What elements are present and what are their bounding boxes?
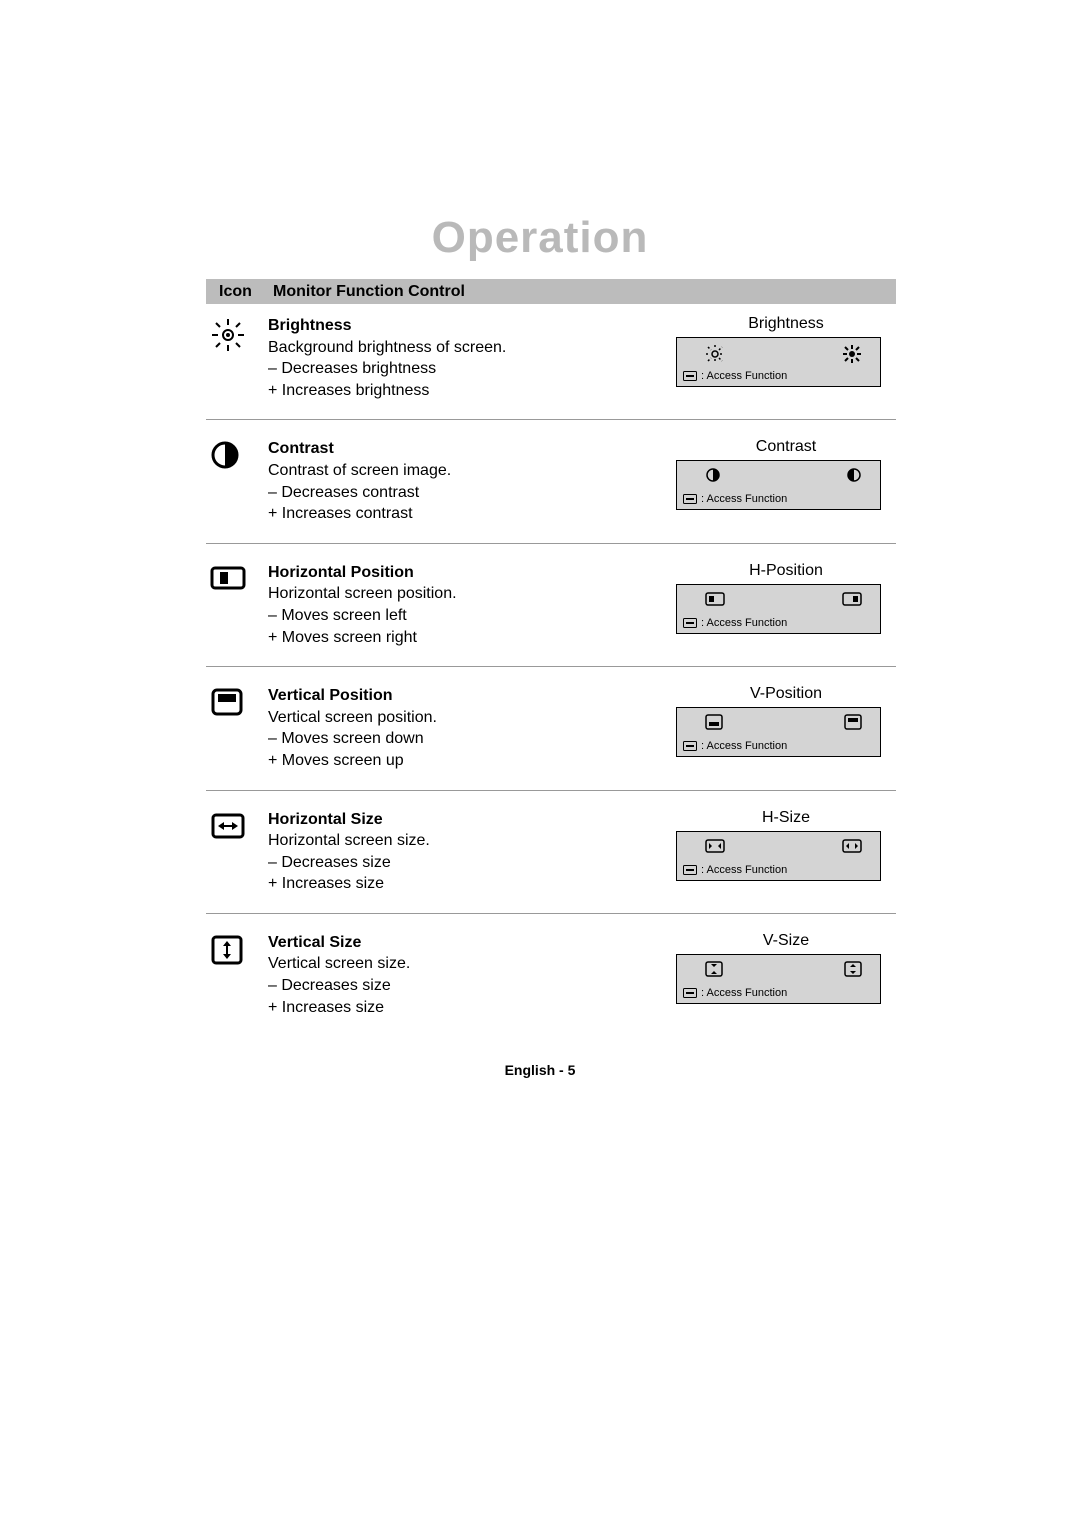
v-size-grow-icon [844,961,862,977]
h-pos-right-icon [842,591,862,607]
osd-box: : Access Function [676,584,881,634]
v-size-icon [206,932,268,1018]
brightness-high-icon [842,344,862,364]
row-body: Vertical screen position. [268,707,548,729]
table-row: Contrast Contrast of screen image. – Dec… [206,438,896,543]
content-table: Brightness Background brightness of scre… [206,315,896,1054]
row-minus: – Moves screen left [268,605,548,627]
osd-footer: : Access Function [683,370,787,382]
osd-footer: : Access Function [683,493,787,505]
v-size-shrink-icon [705,961,723,977]
row-title: Brightness [268,315,548,337]
row-plus: + Moves screen up [268,750,548,772]
row-title: Vertical Position [268,685,548,707]
osd-box: : Access Function [676,707,881,757]
osd-label: V-Size [676,932,896,950]
row-title: Contrast [268,438,548,460]
row-body: Contrast of screen image. [268,460,548,482]
table-header: Icon Monitor Function Control [206,279,896,304]
v-position-icon [206,685,268,771]
row-minus: – Decreases contrast [268,482,548,504]
osd-label: Contrast [676,438,896,456]
osd-box: : Access Function [676,831,881,881]
row-body: Horizontal screen position. [268,583,548,605]
osd-label: H-Position [676,562,896,580]
osd-footer: : Access Function [683,740,787,752]
row-body: Horizontal screen size. [268,830,548,852]
header-text-col: Monitor Function Control [273,283,465,301]
osd-footer: : Access Function [683,864,787,876]
page-title: Operation [0,213,1080,263]
row-minus: – Decreases brightness [268,358,548,380]
page-footer: English - 5 [0,1062,1080,1078]
row-body: Background brightness of screen. [268,337,548,359]
osd-footer: : Access Function [683,987,787,999]
h-size-grow-icon [842,838,862,854]
row-minus: – Decreases size [268,852,548,874]
row-plus: + Increases brightness [268,380,548,402]
osd-label: Brightness [676,315,896,333]
header-icon-col: Icon [219,283,265,301]
menu-icon [683,371,697,381]
row-title: Vertical Size [268,932,548,954]
table-row: Brightness Background brightness of scre… [206,315,896,420]
h-size-shrink-icon [705,838,725,854]
row-plus: + Increases size [268,873,548,895]
row-minus: – Decreases size [268,975,548,997]
row-plus: + Increases size [268,997,548,1019]
h-pos-left-icon [705,591,725,607]
table-row: Horizontal Position Horizontal screen po… [206,562,896,667]
row-plus: + Increases contrast [268,503,548,525]
contrast-high-icon [846,467,862,483]
osd-label: H-Size [676,809,896,827]
osd-footer: : Access Function [683,617,787,629]
row-plus: + Moves screen right [268,627,548,649]
v-pos-down-icon [705,714,723,730]
osd-box: : Access Function [676,954,881,1004]
brightness-low-icon [705,344,725,364]
row-title: Horizontal Size [268,809,548,831]
h-size-icon [206,809,268,895]
osd-box: : Access Function [676,460,881,510]
row-minus: – Moves screen down [268,728,548,750]
h-position-icon [206,562,268,648]
row-body: Vertical screen size. [268,953,548,975]
v-pos-up-icon [844,714,862,730]
osd-box: : Access Function [676,337,881,387]
brightness-icon [206,315,268,401]
table-row: Horizontal Size Horizontal screen size. … [206,809,896,914]
osd-label: V-Position [676,685,896,703]
table-row: Vertical Position Vertical screen positi… [206,685,896,790]
row-title: Horizontal Position [268,562,548,584]
contrast-low-icon [705,467,721,483]
table-row: Vertical Size Vertical screen size. – De… [206,932,896,1036]
contrast-icon [206,438,268,524]
